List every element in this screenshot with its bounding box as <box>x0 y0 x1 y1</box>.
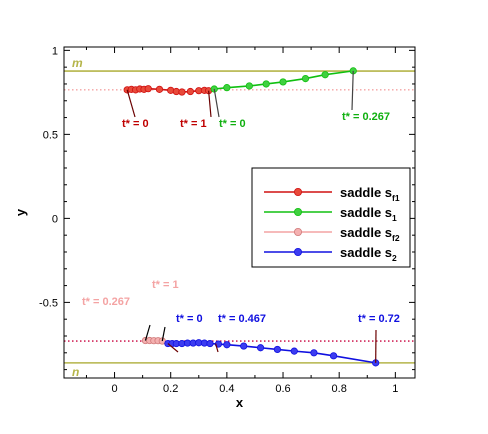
data-point <box>256 344 265 352</box>
data-point <box>262 80 270 88</box>
data-point <box>223 84 231 92</box>
legend-box <box>251 167 411 268</box>
annotation-leader <box>144 324 151 341</box>
annotation-leader <box>215 343 219 353</box>
plot-frame <box>63 46 416 379</box>
annotation-label: t* = 0.267 <box>342 111 390 123</box>
data-point <box>206 339 214 348</box>
legend-entry: saddle sf2 <box>340 225 400 243</box>
data-point <box>329 352 338 360</box>
annotation-leader <box>126 89 136 118</box>
legend-entry: saddle s1 <box>340 205 397 223</box>
legend-marker <box>293 187 302 196</box>
data-point <box>279 78 287 86</box>
annotation-leader <box>351 70 354 111</box>
data-point <box>223 341 231 349</box>
annotation-leader <box>208 90 212 118</box>
x-tick-label: 0.2 <box>163 383 178 395</box>
y-tick-label: 1 <box>52 45 58 57</box>
legend-entry: saddle sf1 <box>340 185 400 203</box>
annotation-leader <box>213 88 220 118</box>
data-point <box>290 347 298 355</box>
x-tick-label: 1 <box>392 383 398 395</box>
data-point <box>273 345 282 354</box>
annotation-label: t* = 1 <box>152 279 179 291</box>
data-point <box>310 349 318 357</box>
annotation-label: t* = 0.467 <box>218 313 266 325</box>
annotation-label: t* = 0 <box>176 313 203 325</box>
reference-line-label: m <box>72 56 83 70</box>
annotation-leader <box>167 343 179 353</box>
legend-marker <box>293 227 302 236</box>
series-layer <box>123 67 380 367</box>
annotation-label: t* = 0.267 <box>82 296 130 308</box>
data-point <box>301 74 310 83</box>
data-point <box>155 85 164 93</box>
annotation-label: t* = 0 <box>122 118 149 130</box>
annotations-layer: t* = 0 t* = 1 t* = 0 t* = 0.267 t* = 0.267 t*… <box>82 70 400 363</box>
reference-line-label: n <box>72 365 79 379</box>
y-tick-label: 0.5 <box>43 129 58 141</box>
legend: saddle sf1 saddle s1 saddle sf2 saddle s2 <box>251 167 411 268</box>
x-tick-label: 0 <box>111 383 117 395</box>
legend-entry: saddle s2 <box>340 245 397 263</box>
annotation-label: t* = 0.72 <box>358 313 400 325</box>
data-point <box>245 82 253 90</box>
data-point <box>186 87 194 96</box>
x-tick-label: 0.8 <box>332 383 347 395</box>
annotation-label: t* = 1 <box>180 118 207 130</box>
annotation-label: t* = 0 <box>219 118 246 130</box>
data-point <box>178 88 186 96</box>
legend-marker <box>293 207 302 216</box>
legend-marker <box>293 247 302 256</box>
x-tick-label: 0.4 <box>219 383 234 395</box>
axes: 0 0.2 0.4 0.6 0.8 1 -0.5 0 0.5 1 x y <box>13 45 415 410</box>
y-tick-label: 0 <box>52 213 58 225</box>
annotation-leader <box>161 326 166 342</box>
x-tick-label: 0.6 <box>275 383 290 395</box>
y-tick-label: -0.5 <box>39 297 58 309</box>
x-axis-label: x <box>236 395 244 410</box>
data-point <box>144 85 152 93</box>
y-axis-label: y <box>13 208 28 216</box>
plot-border <box>63 46 416 379</box>
data-point <box>240 342 248 350</box>
data-point <box>321 71 329 79</box>
